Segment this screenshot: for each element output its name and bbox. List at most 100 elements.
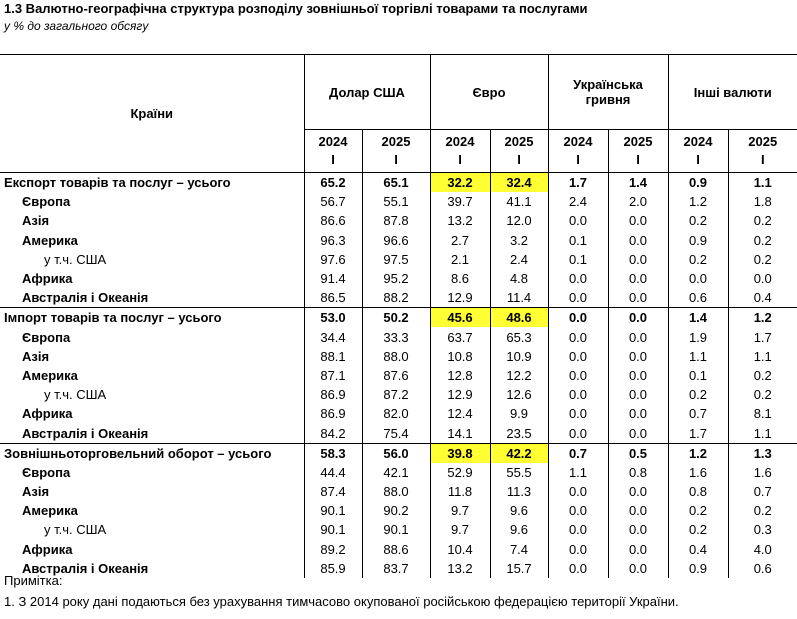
cell-value: 0.2 (667, 211, 728, 231)
header-quarter: I (576, 152, 580, 167)
cell-value: 87.2 (361, 385, 430, 405)
cell-value: 0.2 (667, 501, 728, 521)
cell-value: 0.0 (607, 346, 668, 366)
table-row: Європа 34.4 33.3 63.7 65.3 0.0 0.0 1.9 1.7 (0, 327, 797, 347)
cell-value: 65.2 (303, 172, 362, 193)
header-year: 2024 (563, 134, 593, 149)
cell-value: 88.0 (361, 482, 430, 502)
row-label: Америка (22, 503, 78, 519)
header-usd: Долар США (303, 54, 430, 130)
note-label: Примітка: (4, 573, 63, 588)
header-year-cell: 2024 I (547, 129, 608, 173)
cell-value: 0.2 (667, 249, 728, 269)
cell-value: 0.2 (727, 211, 797, 231)
cell-value: 0.9 (667, 230, 728, 250)
cell-value: 0.7 (547, 442, 608, 463)
cell-value: 3.2 (489, 230, 548, 250)
cell-value: 0.0 (607, 423, 668, 444)
cell-value: 10.4 (429, 539, 490, 559)
table-row: Азія 86.6 87.8 13.2 12.0 0.0 0.0 0.2 0.2 (0, 211, 797, 231)
cell-value: 1.7 (547, 172, 608, 193)
cell-value: 0.8 (667, 482, 728, 502)
cell-value: 86.6 (303, 211, 362, 231)
cell-value: 1.2 (727, 307, 797, 328)
cell-value: 0.6 (667, 288, 728, 308)
cell-value: 0.2 (727, 501, 797, 521)
cell-value: 0.0 (547, 365, 608, 386)
cell-value: 1.9 (667, 327, 728, 347)
cell-value: 0.0 (547, 558, 608, 578)
table-row: Зовнішньоторговельний оборот – усього 58.… (0, 442, 797, 463)
cell-value: 0.9 (667, 172, 728, 193)
table-body: Експорт товарів та послуг – усього 65.2 65… (0, 172, 797, 578)
cell-value: 0.0 (607, 404, 668, 424)
header-years-row: 2024 I 2025 I 2024 I 2025 I 2024 I 2025 I 2024 I 2025 I (0, 129, 797, 173)
cell-value: 33.3 (361, 327, 430, 347)
header-year: 2024 (318, 134, 348, 149)
cell-value: 97.5 (361, 249, 430, 269)
cell-value: 11.4 (489, 288, 548, 308)
cell-value: 41.1 (489, 192, 548, 212)
cell-value: 2.4 (489, 249, 548, 269)
cell-value: 55.5 (489, 462, 548, 482)
row-label: Європа (22, 464, 71, 480)
header-year-cell: 2025 I (489, 129, 548, 173)
cell-value: 0.2 (727, 365, 797, 386)
cell-value: 9.6 (489, 520, 548, 540)
cell-value: 63.7 (429, 327, 490, 347)
cell-value: 82.0 (361, 404, 430, 424)
table-subtitle: у % до загального обсягу (4, 19, 149, 33)
table-row: Америка 87.1 87.6 12.8 12.2 0.0 0.0 0.1 0.2 (0, 365, 797, 386)
cell-value: 0.0 (607, 211, 668, 231)
cell-value: 90.1 (303, 520, 362, 540)
cell-value: 96.3 (303, 230, 362, 250)
header-eur: Євро (429, 54, 548, 130)
cell-value: 0.6 (727, 558, 797, 578)
cell-value: 0.0 (607, 501, 668, 521)
cell-value: 32.4 (491, 173, 548, 193)
cell-value: 0.0 (547, 404, 608, 424)
cell-value: 97.6 (303, 249, 362, 269)
cell-value: 9.9 (489, 404, 548, 424)
cell-value: 2.1 (429, 249, 490, 269)
cell-value: 11.3 (489, 482, 548, 502)
cell-value: 4.0 (727, 539, 797, 559)
cell-value: 0.0 (547, 482, 608, 502)
header-year-cell: 2024 I (429, 129, 490, 173)
row-label: Австралія і Океанія (22, 290, 149, 306)
cell-value: 0.0 (547, 539, 608, 559)
cell-value: 88.0 (361, 346, 430, 366)
cell-value: 0.3 (727, 520, 797, 540)
header-year: 2025 (504, 134, 534, 149)
cell-value: 2.0 (607, 192, 668, 212)
cell-value: 1.1 (727, 423, 797, 444)
cell-value: 88.1 (303, 346, 362, 366)
cell-value: 0.2 (667, 385, 728, 405)
cell-value: 0.0 (607, 327, 668, 347)
cell-value: 32.2 (431, 173, 490, 193)
row-label: Африка (22, 541, 73, 557)
cell-value: 1.1 (547, 462, 608, 482)
table-row: Австралія і Океанія 84.2 75.4 14.1 23.5 0.0 0.… (0, 423, 797, 444)
cell-value: 0.0 (607, 365, 668, 386)
cell-value: 0.4 (667, 539, 728, 559)
cell-value: 0.7 (667, 404, 728, 424)
cell-value: 0.7 (727, 482, 797, 502)
cell-value: 1.3 (727, 442, 797, 463)
cell-value: 9.7 (429, 501, 490, 521)
cell-value: 13.2 (429, 558, 490, 578)
row-label: Африка (22, 271, 73, 287)
header-uah: Українська гривня (547, 54, 668, 130)
cell-value: 1.4 (667, 307, 728, 328)
cell-value: 56.0 (361, 442, 430, 463)
row-label: Азія (22, 348, 50, 364)
cell-value: 2.4 (547, 192, 608, 212)
table-row: Африка 86.9 82.0 12.4 9.9 0.0 0.0 0.7 8.1 (0, 404, 797, 424)
table-row: Африка 89.2 88.6 10.4 7.4 0.0 0.0 0.4 4.0 (0, 539, 797, 559)
table-row: Австралія і Океанія 85.9 83.7 13.2 15.7 0.0 0.… (0, 558, 797, 578)
cell-value: 0.1 (667, 365, 728, 386)
cell-value: 0.5 (607, 442, 668, 463)
cell-value: 65.3 (489, 327, 548, 347)
cell-value: 90.2 (361, 501, 430, 521)
cell-value: 0.8 (607, 462, 668, 482)
